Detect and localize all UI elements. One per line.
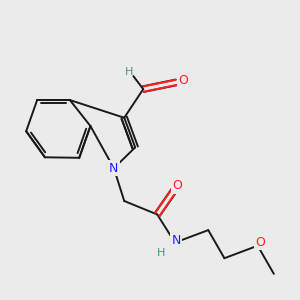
Text: O: O xyxy=(172,179,182,192)
Text: O: O xyxy=(178,74,188,87)
Text: N: N xyxy=(109,162,119,175)
Text: H: H xyxy=(125,67,133,77)
Text: H: H xyxy=(157,248,165,258)
Text: N: N xyxy=(172,234,181,247)
Text: O: O xyxy=(255,236,265,249)
